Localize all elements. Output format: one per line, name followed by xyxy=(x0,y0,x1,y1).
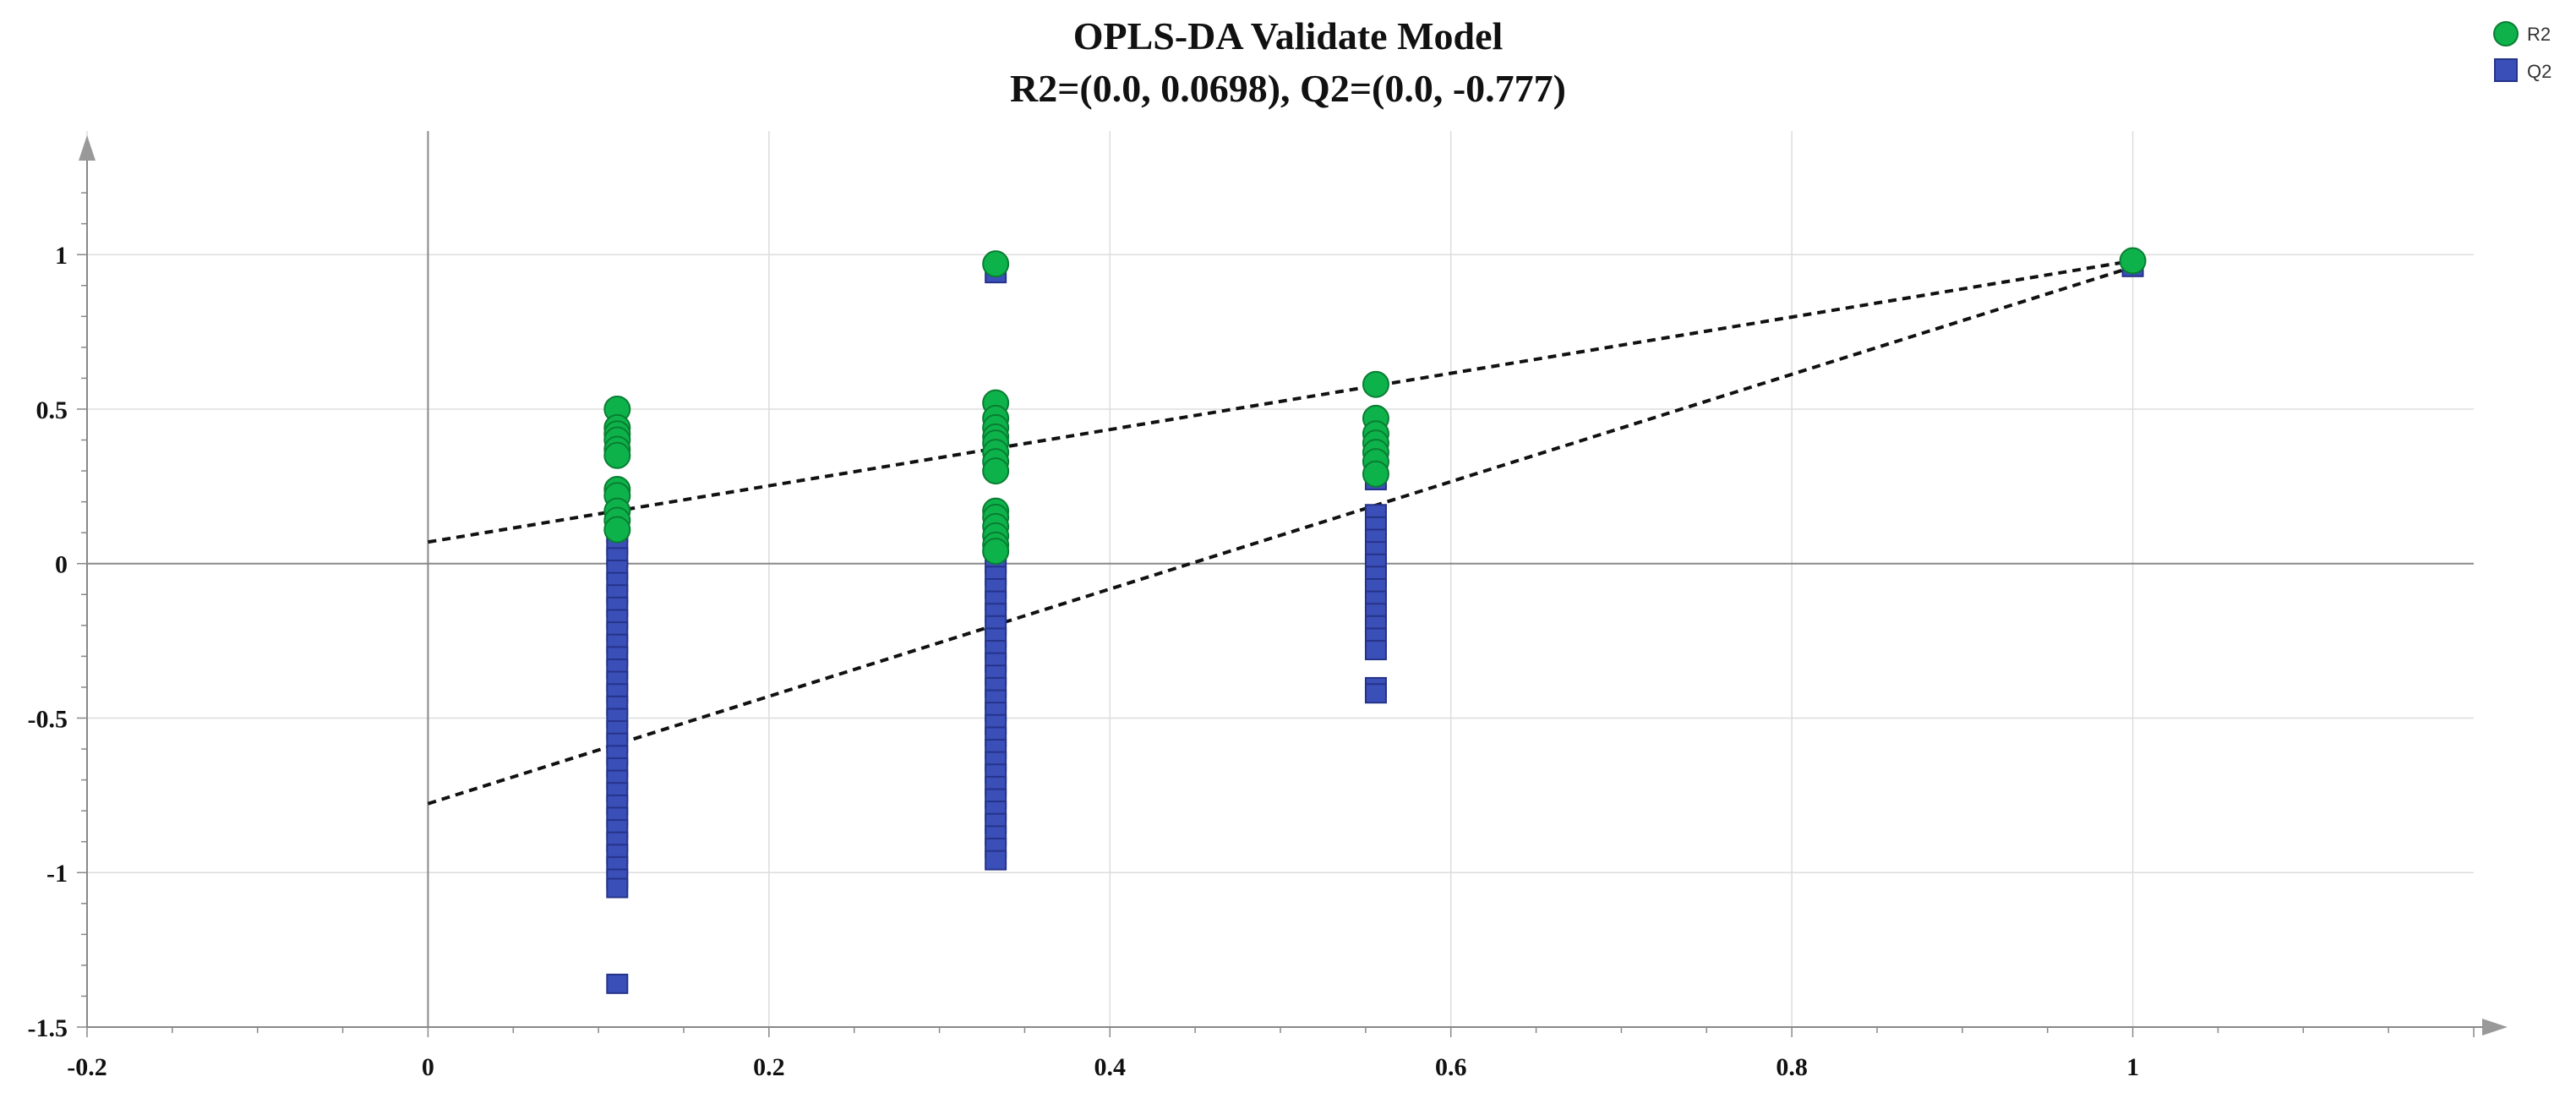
x-tick-label: 0.2 xyxy=(753,1053,785,1081)
axes xyxy=(77,131,2508,1037)
r2-point xyxy=(603,516,631,544)
x-tick-label: -0.2 xyxy=(67,1053,107,1081)
q2-point xyxy=(606,877,629,899)
x-tick-label: 0.4 xyxy=(1094,1053,1127,1081)
legend-q2-label: Q2 xyxy=(2527,61,2551,82)
regression-line-r2 xyxy=(428,259,2133,544)
y-tick-label: -1.5 xyxy=(28,1014,68,1042)
x-axis-arrow xyxy=(2482,1019,2508,1036)
regression-line-q2 xyxy=(427,265,2134,806)
regression-lines xyxy=(427,259,2134,806)
r2-point xyxy=(982,250,1010,278)
y-axis-arrow xyxy=(79,135,96,161)
x-tick-label: 1 xyxy=(2126,1053,2139,1081)
chart-subtitle: R2=(0.0, 0.0698), Q2=(0.0, -0.777) xyxy=(1010,67,1566,110)
legend-r2-marker xyxy=(2493,21,2519,46)
tick-labels: -0.2 0 0.2 0.4 0.6 0.8 1 1 0.5 0 -0.5 -1 -1.5 xyxy=(28,242,2140,1081)
q2-point xyxy=(1364,640,1387,661)
x-tick-label: 0.8 xyxy=(1776,1053,1808,1081)
r2-point xyxy=(1362,370,1389,398)
y-tick-label: -0.5 xyxy=(28,705,68,733)
x-tick-label: 0.6 xyxy=(1435,1053,1467,1081)
chart-title: OPLS-DA Validate Model xyxy=(1073,14,1504,57)
y-tick-label: -1 xyxy=(46,860,68,888)
legend-r2-label: R2 xyxy=(2527,24,2551,45)
q2-point xyxy=(985,850,1007,871)
legend: R2 Q2 xyxy=(2493,21,2551,82)
r2-point xyxy=(982,457,1010,485)
data-points xyxy=(603,247,2147,994)
r2-point xyxy=(1362,460,1389,488)
q2-point xyxy=(606,973,629,994)
legend-q2-marker xyxy=(2494,58,2518,82)
y-tick-label: 1 xyxy=(55,242,68,270)
q2-point xyxy=(1364,683,1387,704)
x-tick-label: 0 xyxy=(422,1053,434,1081)
r2-point xyxy=(982,538,1010,566)
y-tick-label: 0.5 xyxy=(36,396,68,424)
y-tick-label: 0 xyxy=(55,551,68,579)
r2-point xyxy=(2119,247,2147,275)
r2-point xyxy=(603,441,631,469)
